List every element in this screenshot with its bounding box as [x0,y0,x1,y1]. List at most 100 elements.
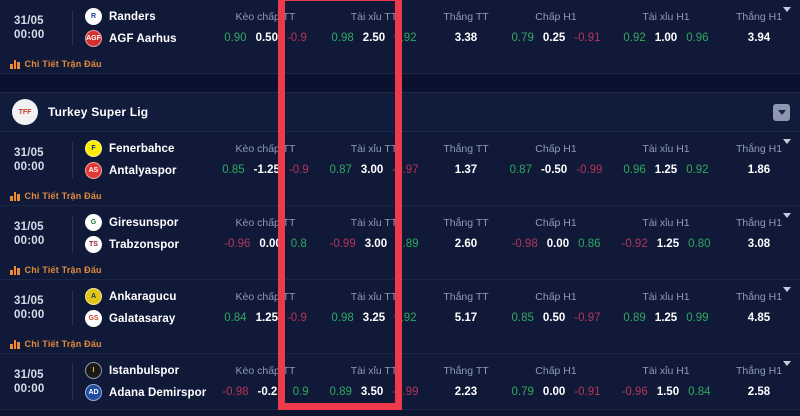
odd-value[interactable]: 3.08 [747,238,771,250]
odd-value[interactable]: -0.97 [574,312,601,324]
odd-value[interactable]: 0.8 [290,238,307,250]
odds-handicap-h1[interactable]: Chấp H1 0.87 -0.50 -0.99 [502,132,610,187]
odds-win-tt[interactable]: Thắng TT 5.17 [430,280,502,335]
odds-handicap-h1[interactable]: Chấp H1 0.79 0.00 -0.91 [502,354,610,409]
odd-value[interactable]: 0.96 [686,32,709,44]
odd-value[interactable]: 2.23 [454,386,478,398]
odd-value[interactable]: 0.99 [686,312,709,324]
odd-value[interactable]: 0.85 [222,164,245,176]
team-names[interactable]: I Istanbulspor AD Adana Demirspor [73,360,213,404]
odd-line[interactable]: -0.25 [257,386,284,398]
match-detail-link[interactable]: Chi Tiết Trận Đấu [24,191,102,201]
odds-over-under-h1[interactable]: Tài xỉu H1 0.92 1.00 0.96 [610,0,722,55]
odd-line[interactable]: 1.00 [654,32,678,44]
odd-line[interactable]: 1.25 [654,312,678,324]
odd-value[interactable]: 2.60 [454,238,478,250]
odd-value[interactable]: -0.99 [392,386,419,398]
odd-value[interactable]: 0.89 [329,386,352,398]
odd-value[interactable]: -0.92 [621,238,648,250]
odds-handicap-h1[interactable]: Chấp H1 0.79 0.25 -0.91 [502,0,610,55]
match-row[interactable]: 31/05 00:00 F Fenerbahce AS Antalyaspor … [0,132,800,206]
odd-value[interactable]: -0.96 [621,386,648,398]
chevron-down-icon[interactable] [783,7,791,12]
odd-value[interactable]: 2.58 [747,386,771,398]
odds-over-under-tt[interactable]: Tài xỉu TT 0.87 3.00 -0.97 [318,132,430,187]
odds-win-tt[interactable]: Thắng TT 1.37 [430,132,502,187]
chevron-down-icon[interactable] [783,361,791,366]
odd-value[interactable]: 0.92 [623,32,646,44]
odd-value[interactable]: 0.90 [224,32,247,44]
match-row[interactable]: 31/05 00:00 I Istanbulspor AD Adana Demi… [0,354,800,410]
odds-over-under-h1[interactable]: Tài xỉu H1 0.89 1.25 0.99 [610,280,722,335]
odd-value[interactable]: 0.85 [511,312,534,324]
odds-over-under-tt[interactable]: Tài xỉu TT 0.89 3.50 -0.99 [318,354,430,409]
league-header[interactable]: TFF Turkey Super Lig [0,92,800,132]
odd-value[interactable]: -0.98 [222,386,249,398]
odd-line[interactable]: 0.25 [542,32,566,44]
odds-handicap-tt[interactable]: Kèo chấp TT -0.98 -0.25 0.9 [213,354,318,409]
odd-value[interactable]: -0.91 [574,32,601,44]
odd-line[interactable]: 2.50 [362,32,386,44]
odd-value[interactable]: 0.98 [331,32,354,44]
odd-line[interactable]: 0.00 [546,238,570,250]
odds-over-under-tt[interactable]: Tài xỉu TT 0.98 3.25 0.92 [318,280,430,335]
odd-value[interactable]: -0.99 [329,238,356,250]
odds-over-under-tt[interactable]: Tài xỉu TT 0.98 2.50 0.92 [318,0,430,55]
odds-over-under-h1[interactable]: Tài xỉu H1 -0.92 1.25 0.80 [610,206,722,261]
odd-value[interactable]: 0.86 [578,238,601,250]
odd-line[interactable]: 1.50 [656,386,680,398]
odd-value[interactable]: 5.17 [454,312,478,324]
odds-handicap-tt[interactable]: Kèo chấp TT -0.96 0.00 0.8 [213,206,318,261]
odd-line[interactable]: 1.25 [654,164,678,176]
odd-value[interactable]: 3.94 [747,32,771,44]
odd-value[interactable]: -0.9 [288,164,309,176]
odd-value[interactable]: 0.89 [623,312,646,324]
odd-value[interactable]: 0.9 [292,386,309,398]
odds-handicap-tt[interactable]: Kèo chấp TT 0.85 -1.25 -0.9 [213,132,318,187]
match-row[interactable]: 31/05 00:00 R Randers AGF AGF Aarhus Kèo… [0,0,800,74]
odd-line[interactable]: 0.00 [259,238,282,250]
odd-value[interactable]: -0.98 [511,238,538,250]
match-detail-link[interactable]: Chi Tiết Trận Đấu [24,265,102,275]
odd-line[interactable]: 3.50 [360,386,384,398]
match-row[interactable]: 31/05 00:00 A Ankaragucu GS Galatasaray … [0,280,800,354]
odd-value[interactable]: -0.99 [576,164,603,176]
match-detail-link[interactable]: Chi Tiết Trận Đấu [24,59,102,69]
odd-line[interactable]: 3.25 [362,312,386,324]
odd-value[interactable]: 0.89 [396,238,419,250]
league-collapse-toggle[interactable] [773,103,790,121]
odds-win-tt[interactable]: Thắng TT 2.23 [430,354,502,409]
odd-value[interactable]: 0.84 [224,312,247,324]
odd-line[interactable]: -0.50 [540,164,568,176]
odd-line[interactable]: 3.00 [364,238,388,250]
odd-line[interactable]: 0.50 [542,312,566,324]
odd-value[interactable]: -0.9 [286,32,307,44]
odds-over-under-h1[interactable]: Tài xỉu H1 -0.96 1.50 0.84 [610,354,722,409]
odd-value[interactable]: 0.79 [511,32,534,44]
odds-handicap-tt[interactable]: Kèo chấp TT 0.90 0.50 -0.9 [213,0,318,55]
odds-over-under-tt[interactable]: Tài xỉu TT -0.99 3.00 0.89 [318,206,430,261]
team-names[interactable]: G Giresunspor TS Trabzonspor [73,212,213,256]
odd-line[interactable]: 0.00 [542,386,566,398]
odd-value[interactable]: 0.96 [623,164,646,176]
odd-value[interactable]: 0.84 [688,386,711,398]
odd-value[interactable]: 1.37 [454,164,478,176]
odd-line[interactable]: 1.25 [255,312,278,324]
odds-handicap-h1[interactable]: Chấp H1 -0.98 0.00 0.86 [502,206,610,261]
odds-win-h1[interactable]: Thắng H1 1.86 [722,132,796,187]
odds-handicap-tt[interactable]: Kèo chấp TT 0.84 1.25 -0.9 [213,280,318,335]
odd-value[interactable]: 1.86 [747,164,771,176]
odds-win-tt[interactable]: Thắng TT 2.60 [430,206,502,261]
odd-value[interactable]: -0.9 [286,312,307,324]
odd-value[interactable]: 0.79 [511,386,534,398]
match-detail-link[interactable]: Chi Tiết Trận Đấu [24,339,102,349]
odd-line[interactable]: -1.25 [253,164,280,176]
match-row[interactable]: 31/05 00:00 G Giresunspor TS Trabzonspor… [0,206,800,280]
team-names[interactable]: F Fenerbahce AS Antalyaspor [73,138,213,182]
odds-over-under-h1[interactable]: Tài xỉu H1 0.96 1.25 0.92 [610,132,722,187]
odd-value[interactable]: 0.92 [394,312,417,324]
odd-value[interactable]: 0.98 [331,312,354,324]
team-names[interactable]: R Randers AGF AGF Aarhus [73,6,213,50]
odds-win-h1[interactable]: Thắng H1 3.08 [722,206,796,261]
odd-value[interactable]: 0.92 [686,164,709,176]
